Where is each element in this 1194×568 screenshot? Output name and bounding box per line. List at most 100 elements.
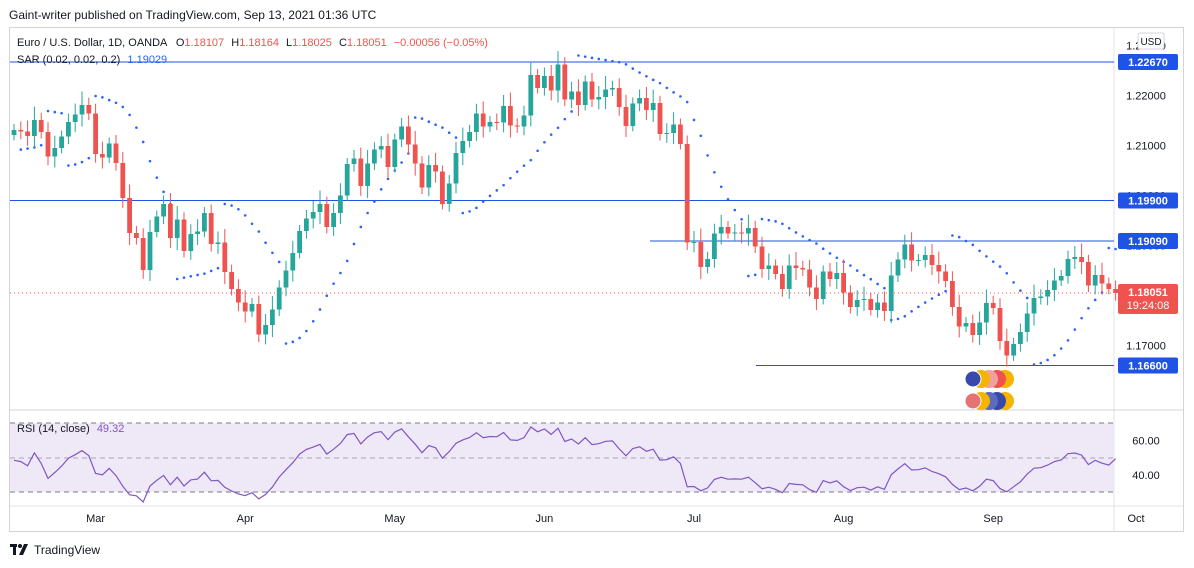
- candle-body[interactable]: [154, 216, 160, 233]
- candle-body[interactable]: [419, 163, 425, 188]
- candle-body[interactable]: [759, 246, 765, 270]
- candle-body[interactable]: [664, 133, 670, 134]
- candle-body[interactable]: [637, 98, 642, 104]
- candle-body[interactable]: [433, 165, 438, 172]
- candle-body[interactable]: [440, 171, 445, 205]
- candle-body[interactable]: [229, 272, 234, 289]
- candle-body[interactable]: [72, 114, 78, 123]
- candle-body[interactable]: [113, 143, 119, 164]
- candle-body[interactable]: [338, 195, 343, 214]
- candle-body[interactable]: [385, 146, 391, 167]
- candle-body[interactable]: [977, 322, 982, 336]
- candle-body[interactable]: [963, 323, 969, 327]
- candle-body[interactable]: [895, 259, 901, 276]
- candle-body[interactable]: [351, 158, 357, 165]
- candle-body[interactable]: [331, 213, 336, 227]
- candle-body[interactable]: [460, 141, 466, 153]
- candle-body[interactable]: [922, 255, 928, 260]
- candle-body[interactable]: [644, 98, 649, 110]
- candle-body[interactable]: [11, 130, 17, 135]
- candle-body[interactable]: [956, 307, 962, 327]
- candle-body[interactable]: [766, 265, 772, 270]
- candle-body[interactable]: [494, 122, 500, 123]
- candle-body[interactable]: [1052, 280, 1057, 291]
- candle-body[interactable]: [276, 287, 282, 310]
- candle-body[interactable]: [1045, 290, 1050, 297]
- candle-body[interactable]: [140, 238, 146, 270]
- candle-body[interactable]: [1106, 283, 1112, 290]
- candle-body[interactable]: [508, 106, 513, 126]
- candle-body[interactable]: [324, 204, 330, 227]
- candle-body[interactable]: [487, 122, 493, 127]
- candle-body[interactable]: [378, 146, 384, 150]
- candle-body[interactable]: [202, 213, 207, 232]
- candle-body[interactable]: [290, 253, 296, 271]
- candle-body[interactable]: [242, 302, 248, 312]
- candle-body[interactable]: [32, 120, 37, 136]
- candle-body[interactable]: [1058, 276, 1064, 281]
- candle-body[interactable]: [236, 289, 241, 303]
- candle-body[interactable]: [909, 244, 914, 261]
- candle-body[interactable]: [181, 219, 187, 252]
- candle-body[interactable]: [793, 265, 799, 269]
- candle-body[interactable]: [344, 164, 350, 196]
- candle-body[interactable]: [616, 88, 622, 107]
- candle-body[interactable]: [820, 271, 826, 300]
- candle-body[interactable]: [576, 91, 581, 106]
- candle-body[interactable]: [188, 234, 194, 251]
- candle-body[interactable]: [535, 75, 540, 88]
- candle-body[interactable]: [147, 232, 153, 270]
- candle-body[interactable]: [79, 105, 85, 115]
- candle-body[interactable]: [970, 323, 976, 335]
- candle-body[interactable]: [950, 281, 955, 307]
- candle-body[interactable]: [310, 212, 316, 219]
- candle-body[interactable]: [18, 130, 24, 132]
- candle-body[interactable]: [712, 233, 717, 260]
- candle-body[interactable]: [120, 163, 126, 198]
- candle-body[interactable]: [38, 120, 44, 132]
- candle-body[interactable]: [630, 103, 636, 127]
- candle-body[interactable]: [752, 228, 758, 247]
- price-chart[interactable]: 1.230001.220001.210001.200001.190001.180…: [10, 28, 1183, 531]
- candle-body[interactable]: [929, 255, 935, 265]
- candle-body[interactable]: [542, 76, 547, 88]
- candle-body[interactable]: [392, 139, 398, 168]
- candle-body[interactable]: [773, 265, 778, 275]
- candle-body[interactable]: [106, 143, 112, 158]
- candle-body[interactable]: [684, 144, 690, 243]
- candle-body[interactable]: [739, 232, 744, 234]
- candle-body[interactable]: [59, 136, 64, 149]
- candle-body[interactable]: [582, 81, 588, 106]
- candle-body[interactable]: [1086, 262, 1091, 286]
- candle-body[interactable]: [671, 124, 676, 134]
- candle-body[interactable]: [161, 204, 166, 217]
- candle-body[interactable]: [882, 302, 887, 312]
- candle-body[interactable]: [317, 204, 323, 212]
- candle-body[interactable]: [1018, 332, 1023, 344]
- event-flags-icon[interactable]: [964, 370, 1014, 410]
- candle-body[interactable]: [528, 75, 534, 116]
- candle-body[interactable]: [1004, 341, 1010, 356]
- candle-body[interactable]: [208, 213, 214, 244]
- candle-body[interactable]: [943, 271, 948, 282]
- candle-body[interactable]: [1079, 257, 1084, 262]
- candle-body[interactable]: [514, 125, 520, 127]
- candle-body[interactable]: [548, 76, 554, 91]
- candle-body[interactable]: [358, 158, 364, 187]
- candle-body[interactable]: [453, 153, 459, 184]
- candle-body[interactable]: [725, 227, 731, 234]
- candle-body[interactable]: [86, 105, 92, 114]
- candle-body[interactable]: [623, 107, 629, 126]
- candle-body[interactable]: [521, 115, 527, 127]
- candle-body[interactable]: [1031, 298, 1037, 314]
- candle-body[interactable]: [297, 231, 302, 253]
- candle-body[interactable]: [399, 126, 404, 140]
- candle-body[interactable]: [746, 228, 751, 234]
- candle-body[interactable]: [1099, 275, 1105, 284]
- candle-body[interactable]: [304, 218, 309, 232]
- candle-body[interactable]: [569, 91, 574, 100]
- candle-body[interactable]: [195, 231, 200, 235]
- candle-body[interactable]: [1113, 289, 1118, 293]
- candle-body[interactable]: [426, 165, 432, 188]
- candle-body[interactable]: [1092, 275, 1098, 286]
